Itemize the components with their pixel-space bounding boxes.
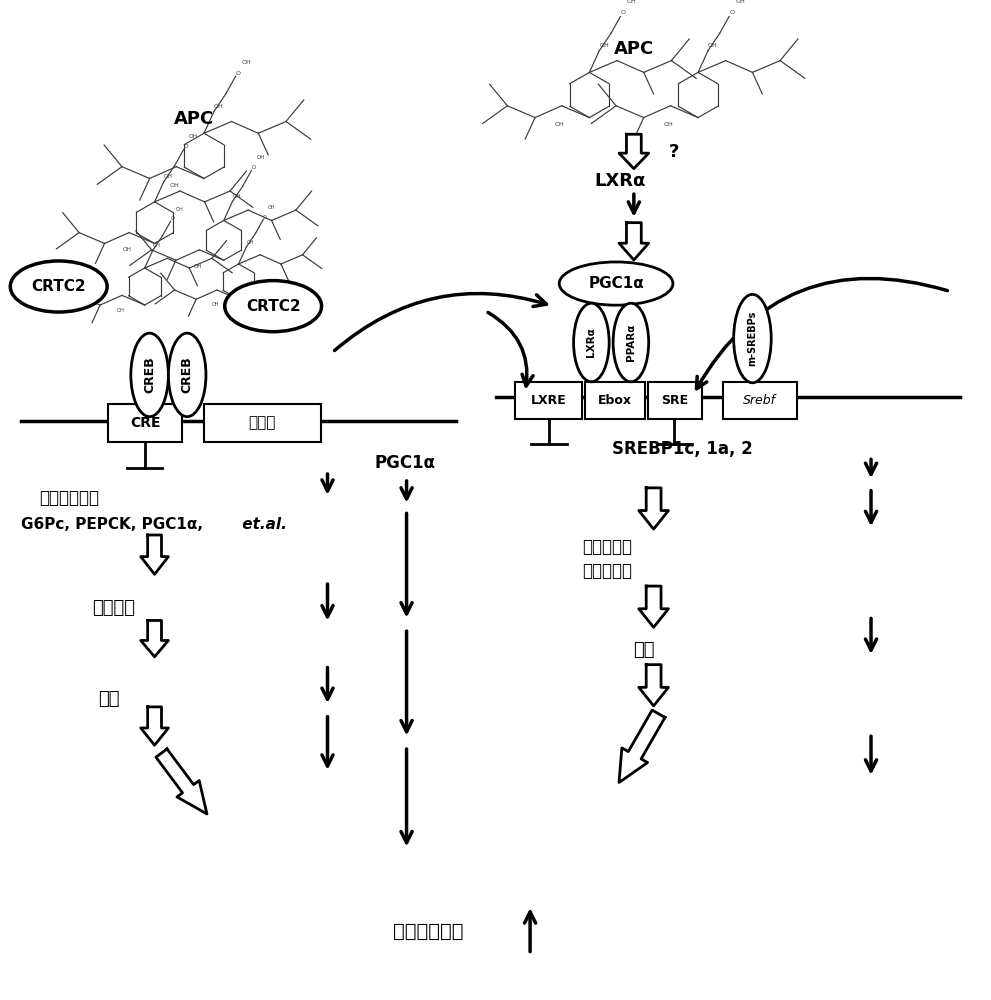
Text: OH: OH bbox=[214, 104, 224, 109]
Text: OH: OH bbox=[257, 155, 266, 160]
Text: CREB: CREB bbox=[180, 357, 193, 393]
Text: PPARα: PPARα bbox=[626, 324, 636, 361]
Text: OH: OH bbox=[193, 264, 202, 269]
Text: 糖原异生: 糖原异生 bbox=[92, 599, 136, 617]
Polygon shape bbox=[639, 586, 669, 627]
Text: OH: OH bbox=[117, 308, 125, 313]
Bar bbox=[515, 382, 583, 419]
Text: OH: OH bbox=[169, 183, 179, 188]
Text: OH: OH bbox=[247, 240, 254, 245]
Text: OH: OH bbox=[153, 243, 161, 248]
Ellipse shape bbox=[574, 303, 609, 382]
Polygon shape bbox=[639, 488, 669, 529]
Text: O: O bbox=[236, 71, 241, 76]
Ellipse shape bbox=[225, 281, 321, 332]
Polygon shape bbox=[619, 710, 665, 783]
Text: 胆固醇合成: 胆固醇合成 bbox=[583, 538, 632, 556]
Polygon shape bbox=[619, 134, 649, 169]
Text: OH: OH bbox=[175, 207, 183, 212]
Text: OH: OH bbox=[242, 60, 252, 65]
Text: O: O bbox=[264, 215, 267, 220]
Text: OH: OH bbox=[212, 302, 219, 307]
Text: APC: APC bbox=[613, 40, 654, 58]
Text: SREBP1c, 1a, 2: SREBP1c, 1a, 2 bbox=[612, 440, 753, 458]
Text: OH: OH bbox=[708, 43, 717, 48]
Ellipse shape bbox=[613, 303, 649, 382]
Text: OH: OH bbox=[664, 122, 673, 127]
Bar bbox=[722, 382, 797, 419]
Text: OH: OH bbox=[123, 247, 132, 252]
Text: OH: OH bbox=[627, 0, 636, 4]
Bar bbox=[108, 404, 182, 442]
Text: et.al.: et.al. bbox=[234, 517, 286, 532]
Text: OH: OH bbox=[189, 134, 198, 139]
Text: CRE: CRE bbox=[130, 416, 161, 430]
Text: CRTC2: CRTC2 bbox=[32, 279, 86, 294]
Text: 靶基因: 靶基因 bbox=[249, 416, 275, 431]
Text: LXRα: LXRα bbox=[587, 328, 597, 357]
Text: O: O bbox=[252, 165, 256, 170]
Text: OH: OH bbox=[735, 0, 745, 4]
Polygon shape bbox=[141, 707, 168, 745]
Ellipse shape bbox=[10, 261, 107, 312]
Text: 血糖: 血糖 bbox=[98, 690, 120, 708]
Bar bbox=[204, 404, 320, 442]
Text: O: O bbox=[729, 10, 734, 15]
Text: SRE: SRE bbox=[661, 394, 689, 407]
Text: 血脂: 血脂 bbox=[633, 641, 654, 659]
Ellipse shape bbox=[168, 333, 206, 417]
Text: O: O bbox=[621, 10, 626, 15]
Polygon shape bbox=[156, 749, 207, 814]
Text: m-SREBPs: m-SREBPs bbox=[747, 311, 757, 366]
Text: OH: OH bbox=[164, 174, 172, 179]
Text: O: O bbox=[170, 216, 174, 221]
Polygon shape bbox=[619, 223, 649, 260]
Text: LXRα: LXRα bbox=[595, 172, 646, 190]
Polygon shape bbox=[639, 665, 669, 706]
Text: ?: ? bbox=[669, 143, 679, 161]
Text: 脂肪酸合成: 脂肪酸合成 bbox=[583, 562, 632, 580]
Text: OH: OH bbox=[555, 122, 565, 127]
Polygon shape bbox=[141, 620, 168, 657]
Ellipse shape bbox=[131, 333, 168, 417]
Text: OH: OH bbox=[600, 43, 609, 48]
Text: LXRE: LXRE bbox=[531, 394, 567, 407]
Bar bbox=[648, 382, 702, 419]
Ellipse shape bbox=[559, 262, 673, 305]
Polygon shape bbox=[141, 535, 168, 574]
Ellipse shape bbox=[733, 294, 771, 383]
Text: OH: OH bbox=[268, 205, 275, 210]
Text: 糖原异生基因: 糖原异生基因 bbox=[39, 489, 99, 507]
Text: PGC1α: PGC1α bbox=[375, 454, 436, 472]
Text: G6Pc, PEPCK, PGC1α,: G6Pc, PEPCK, PGC1α, bbox=[21, 517, 203, 532]
Text: 胰岛素敏感性: 胰岛素敏感性 bbox=[393, 922, 464, 941]
Text: Srebf: Srebf bbox=[743, 394, 776, 407]
Bar bbox=[586, 382, 645, 419]
Text: PGC1α: PGC1α bbox=[589, 276, 644, 291]
Text: CRTC2: CRTC2 bbox=[246, 299, 300, 314]
Text: O: O bbox=[183, 144, 188, 149]
Text: APC: APC bbox=[174, 110, 214, 128]
Text: CREB: CREB bbox=[143, 357, 157, 393]
Text: OH: OH bbox=[233, 194, 241, 199]
Text: Ebox: Ebox bbox=[599, 394, 632, 407]
